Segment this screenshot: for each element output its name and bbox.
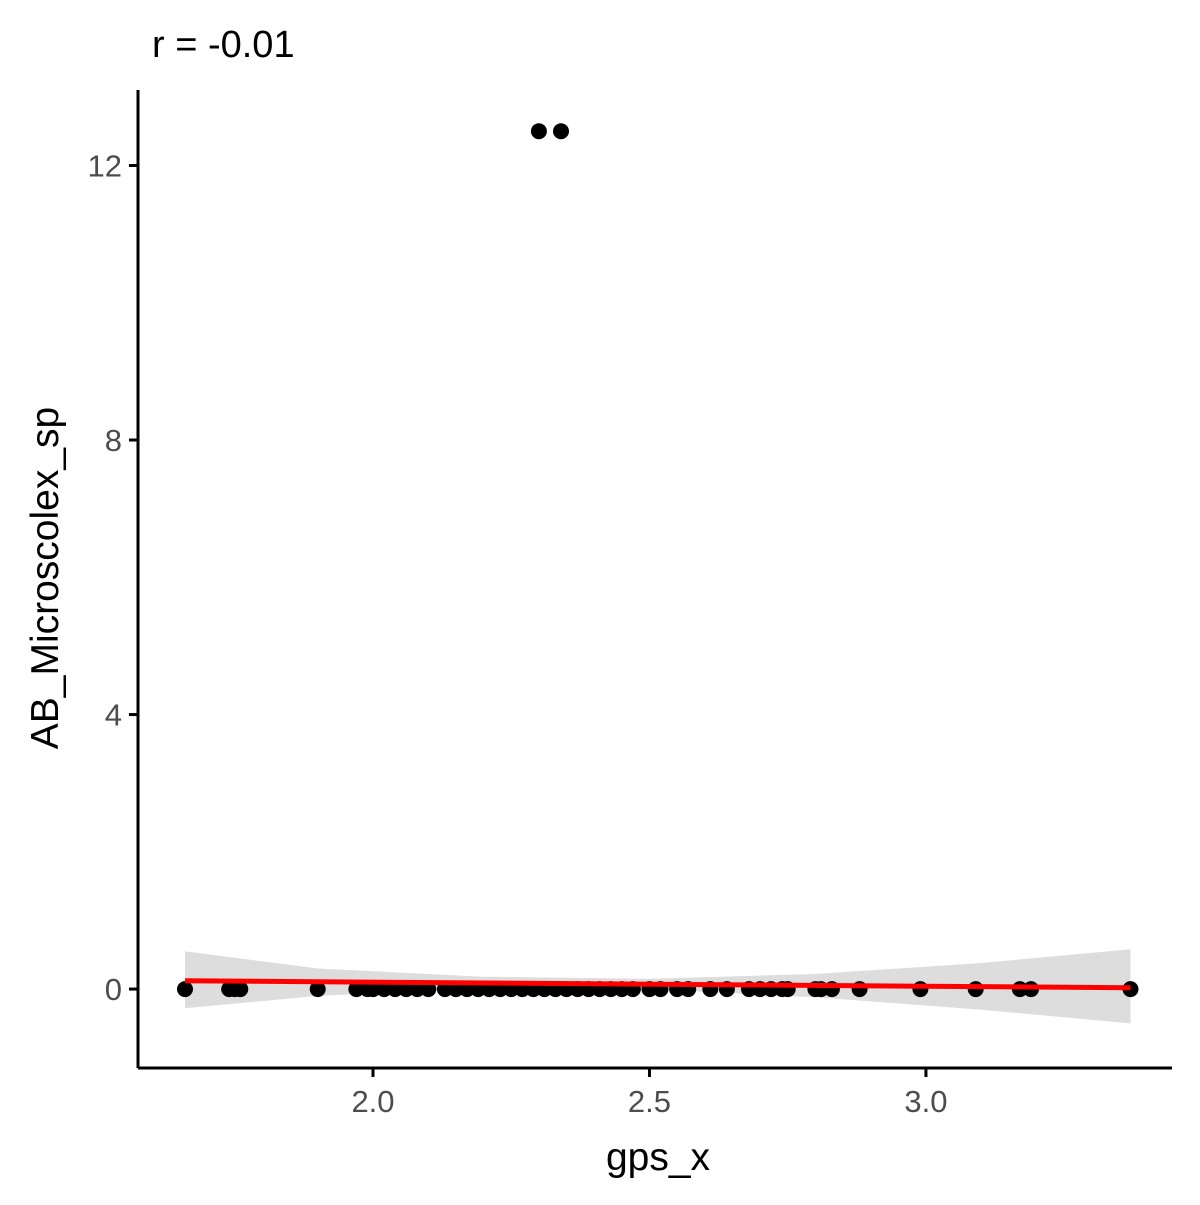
regression-line [184, 978, 1131, 991]
axes-layer: 0 4 8 12 2.0 2.5 3.0 [88, 90, 1172, 1119]
data-point-9 [376, 981, 393, 998]
data-point-53 [553, 123, 569, 140]
data-point-1 [177, 981, 193, 998]
data-point-10 [387, 981, 404, 998]
data-point-8 [365, 981, 381, 998]
x-tick-label-2.0: 2.0 [351, 1084, 394, 1119]
data-point-11 [398, 981, 415, 998]
points-layer [177, 123, 1139, 998]
y-tick-label-8: 8 [105, 423, 122, 458]
chart-title: r = -0.01 [152, 24, 295, 66]
y-tick-label-0: 0 [105, 972, 122, 1007]
data-point-47 [912, 981, 929, 998]
x-tick-label-3.0: 3.0 [904, 1084, 947, 1119]
data-point-51 [1122, 981, 1139, 998]
x-axis-title: gps_x [606, 1136, 711, 1179]
data-point-5 [309, 981, 326, 998]
data-point-12 [409, 981, 426, 998]
data-point-6 [348, 981, 365, 998]
y-tick-label-4: 4 [105, 698, 122, 733]
x-tick-label-2.5: 2.5 [628, 1084, 671, 1119]
y-tick-label-12: 12 [88, 148, 122, 183]
fit-line-layer [184, 978, 1131, 991]
data-point-52 [530, 123, 547, 140]
y-axis-title: AB_Microscolex_sp [24, 407, 67, 749]
data-point-4 [232, 981, 249, 998]
